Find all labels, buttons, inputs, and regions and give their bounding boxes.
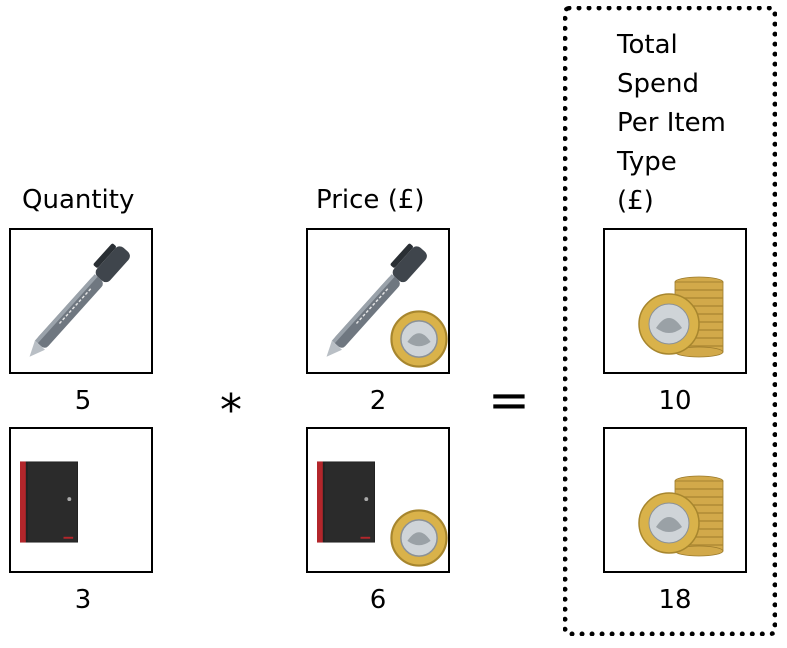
total-pen-value: 10 <box>658 386 692 416</box>
total-group-border <box>563 6 777 636</box>
coin-icon <box>390 509 448 567</box>
coin-stack-icon <box>627 262 727 362</box>
quantity-pen-box <box>9 228 153 374</box>
price-notebook-box <box>306 427 450 573</box>
quantity-pen-value: 5 <box>74 386 92 416</box>
total-notebook-value: 18 <box>658 585 692 615</box>
total-header-line: Per Item <box>617 108 726 138</box>
coin-stack-icon <box>627 461 727 561</box>
multiply-operator: * <box>220 385 242 436</box>
quantity-notebook-value: 3 <box>74 585 92 615</box>
price-pen-value: 2 <box>369 386 387 416</box>
equals-operator: = <box>488 371 530 429</box>
price-notebook-value: 6 <box>369 585 387 615</box>
total-header: Total Spend Per Item Type (£) <box>617 26 726 221</box>
total-header-line: Type <box>617 147 677 177</box>
price-pen-box <box>306 228 450 374</box>
total-pen-box <box>603 228 747 374</box>
quantity-header: Quantity <box>22 185 135 215</box>
price-header: Price (£) <box>316 185 425 215</box>
notebook-icon <box>317 461 375 543</box>
total-header-line: Spend <box>617 69 699 99</box>
total-header-line: Total <box>617 30 678 60</box>
pen-icon <box>11 230 151 372</box>
coin-icon <box>390 310 448 368</box>
total-notebook-box <box>603 427 747 573</box>
quantity-notebook-box <box>9 427 153 573</box>
notebook-icon <box>20 461 78 543</box>
total-header-line: (£) <box>617 186 654 216</box>
